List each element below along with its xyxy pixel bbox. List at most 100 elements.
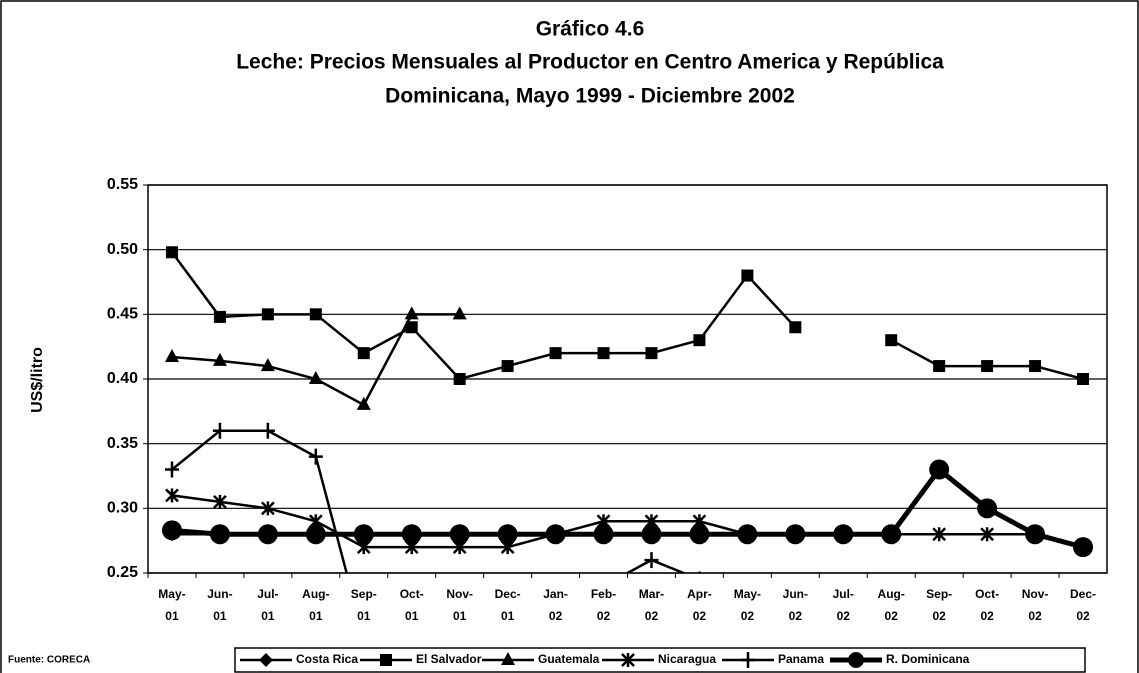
- marker: [305, 524, 326, 545]
- source-note: Fuente: CORECA: [8, 655, 90, 666]
- legend-label: Panama: [778, 652, 824, 666]
- y-tick-label: 0.40: [107, 370, 138, 387]
- y-tick-label: 0.50: [107, 241, 138, 258]
- x-tick-label: Nov-02: [1022, 587, 1049, 623]
- x-tick-label: Jun-02: [783, 587, 808, 623]
- marker: [645, 347, 658, 360]
- legend-box: [234, 647, 1086, 673]
- marker: [209, 524, 230, 545]
- chart-subtitle: Leche: Precios Mensuales al Productor en…: [236, 51, 944, 74]
- plot-clip: [161, 246, 1094, 646]
- marker: [545, 524, 566, 545]
- x-tick-label: Oct-01: [400, 587, 424, 623]
- marker: [261, 308, 274, 321]
- marker: [380, 654, 392, 666]
- x-tick-label: Aug-01: [302, 587, 329, 623]
- x-tick-label: Aug-02: [878, 587, 905, 623]
- marker: [401, 524, 422, 545]
- marker: [356, 396, 371, 410]
- marker: [785, 524, 806, 545]
- marker: [693, 334, 706, 347]
- marker: [981, 360, 994, 373]
- marker: [212, 352, 227, 366]
- marker: [885, 334, 898, 347]
- marker: [641, 524, 662, 545]
- marker: [452, 306, 467, 320]
- marker: [357, 347, 370, 360]
- x-tick-label: May-02: [734, 587, 761, 623]
- marker: [644, 552, 659, 569]
- legend-label: Nicaragua: [658, 652, 716, 666]
- marker: [933, 360, 946, 373]
- marker: [698, 571, 701, 573]
- marker: [308, 371, 323, 384]
- x-tick-label: Dec-01: [495, 587, 521, 623]
- x-tick-label: Feb-02: [591, 587, 616, 623]
- marker: [621, 653, 635, 667]
- marker: [881, 524, 902, 545]
- x-tick-label: May-01: [158, 587, 185, 623]
- series-line: [171, 494, 1084, 549]
- x-tick-label: Oct-02: [975, 587, 999, 623]
- marker: [357, 630, 371, 646]
- legend-label: Costa Rica: [296, 652, 358, 666]
- x-tick-label: Sep-01: [351, 587, 377, 623]
- legend-label: El Salvador: [416, 652, 482, 666]
- marker: [977, 498, 998, 519]
- series-line: [170, 251, 1084, 381]
- marker: [741, 652, 755, 668]
- legend-label: R. Dominicana: [886, 652, 970, 666]
- marker: [593, 524, 614, 545]
- x-tick-label: Mar-02: [639, 587, 664, 623]
- marker: [260, 358, 275, 372]
- marker: [497, 524, 518, 545]
- marker: [164, 349, 179, 363]
- y-tick-label: 0.30: [107, 500, 138, 517]
- marker: [737, 524, 758, 545]
- marker: [689, 524, 710, 545]
- marker: [789, 321, 802, 334]
- x-tick-label: Apr-02: [687, 587, 712, 623]
- marker: [213, 494, 227, 509]
- marker: [259, 653, 273, 667]
- marker: [597, 347, 610, 360]
- legend-label: Guatemala: [538, 652, 600, 666]
- marker: [405, 321, 418, 334]
- marker: [257, 524, 278, 545]
- y-tick-label: 0.25: [107, 564, 138, 581]
- marker: [161, 520, 182, 541]
- marker: [833, 524, 854, 545]
- marker: [980, 527, 995, 542]
- x-tick-label: Jun-01: [207, 587, 232, 623]
- x-tick-label: Dec-02: [1070, 587, 1096, 623]
- y-tick-label: 0.55: [107, 176, 138, 193]
- marker: [1025, 524, 1046, 545]
- marker: [308, 448, 323, 465]
- marker: [260, 501, 275, 516]
- x-tick-label: Jan-02: [543, 587, 568, 623]
- x-tick-label: Jul-01: [257, 587, 278, 623]
- marker: [929, 459, 950, 480]
- marker: [404, 306, 419, 320]
- x-tick-label: Jul-02: [833, 587, 854, 623]
- marker: [1077, 373, 1090, 385]
- marker: [741, 269, 754, 282]
- marker: [164, 461, 179, 478]
- marker: [501, 652, 515, 665]
- marker: [848, 652, 864, 668]
- chart-title: Gráfico 4.6: [536, 18, 645, 41]
- marker: [453, 373, 466, 385]
- marker: [309, 308, 322, 321]
- y-tick-label: 0.35: [107, 435, 138, 452]
- y-tick-label: 0.45: [107, 306, 138, 323]
- y-axis-title: US$/litro: [29, 347, 46, 413]
- marker: [213, 310, 226, 323]
- marker: [165, 246, 178, 259]
- marker: [932, 527, 947, 542]
- marker: [165, 488, 179, 503]
- marker: [549, 347, 562, 360]
- marker: [1029, 360, 1042, 373]
- marker: [501, 360, 514, 373]
